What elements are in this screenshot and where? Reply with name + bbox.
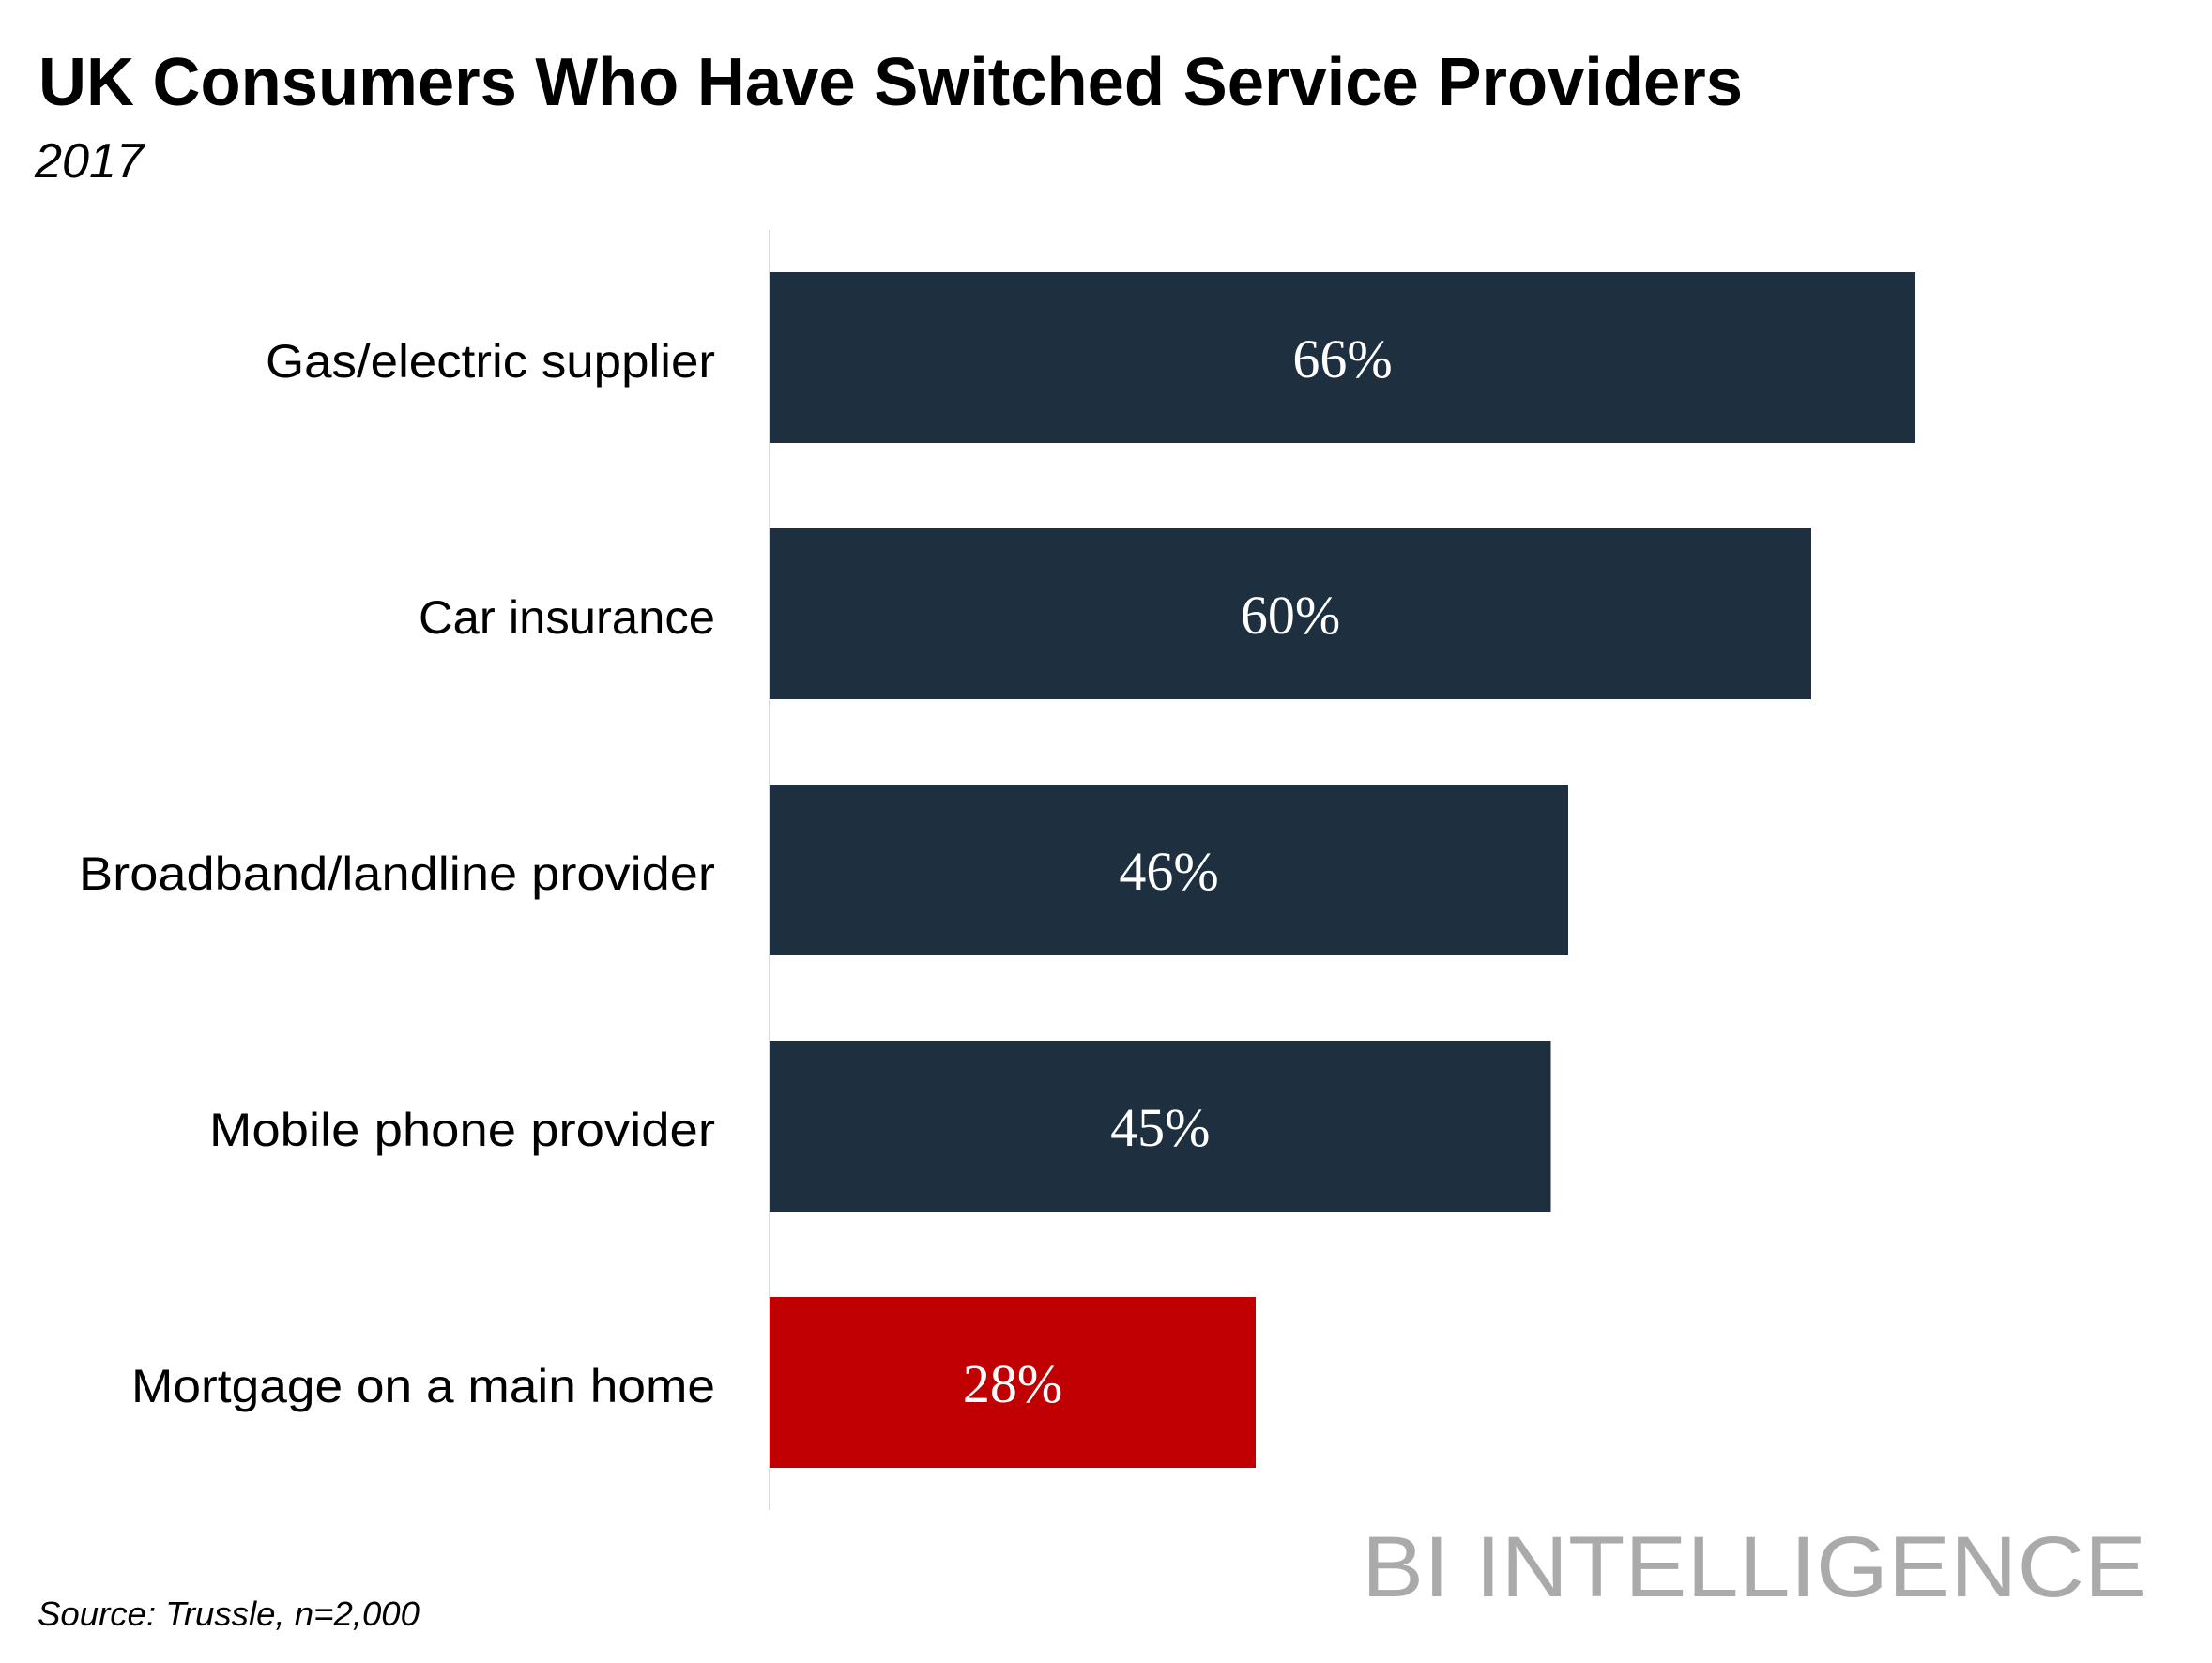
data-label: 60% (1241, 585, 1340, 646)
bar-row: Gas/electric supplier 66% (266, 272, 1915, 443)
data-label: 45% (1110, 1097, 1210, 1158)
chart-subtitle: 2017 (34, 134, 145, 189)
category-label: Gas/electric supplier (266, 335, 715, 388)
bar (770, 528, 1811, 699)
bar-row: Car insurance 60% (419, 528, 1811, 699)
bi-intelligence-logo: BI INTELLIGENCE (1362, 1519, 2146, 1615)
category-label: Car insurance (419, 591, 715, 644)
data-label: 46% (1119, 841, 1218, 902)
data-label: 28% (963, 1353, 1062, 1414)
category-label: Broadband/landline provider (79, 847, 715, 900)
bar (770, 785, 1568, 955)
bar (770, 1041, 1551, 1212)
bar-row: Mortgage on a main home 28% (131, 1297, 1256, 1468)
bars-group: Gas/electric supplier 66% Car insurance 60%… (79, 272, 1915, 1468)
bar (770, 1297, 1256, 1468)
bar (770, 272, 1915, 443)
data-label: 66% (1292, 328, 1392, 389)
chart-title: UK Consumers Who Have Switched Service P… (38, 45, 1743, 120)
bar-row: Mobile phone provider 45% (209, 1041, 1551, 1212)
category-label: Mobile phone provider (209, 1104, 715, 1156)
category-label: Mortgage on a main home (131, 1360, 715, 1412)
bar-row: Broadband/landline provider 46% (79, 785, 1568, 955)
source-note: Source: Trussle, n=2,000 (38, 1594, 420, 1633)
